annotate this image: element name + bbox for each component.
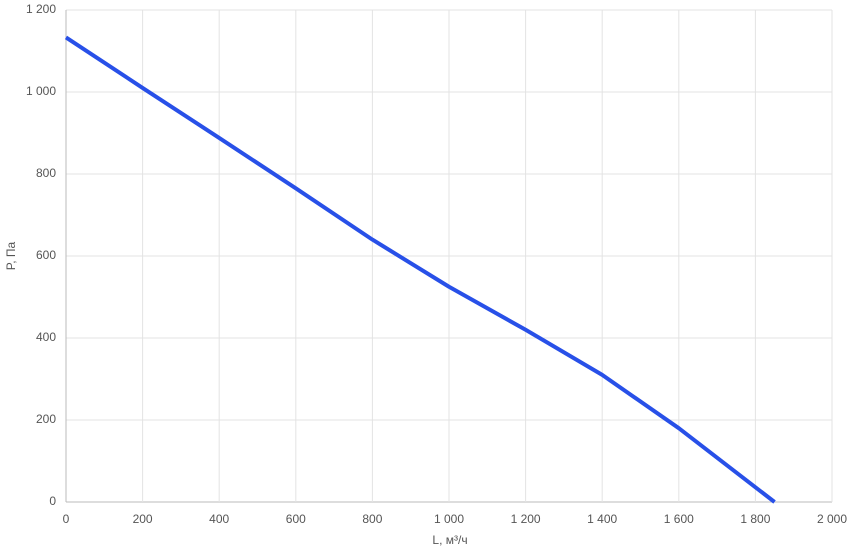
y-tick-label: 1 200 xyxy=(26,2,56,16)
y-tick-label: 1 000 xyxy=(26,84,56,98)
y-tick-label: 600 xyxy=(36,248,56,262)
x-tick-label: 1 400 xyxy=(587,512,617,526)
y-axis-label: P, Па xyxy=(4,241,18,270)
y-tick-label: 800 xyxy=(36,166,56,180)
x-tick-label: 400 xyxy=(209,512,229,526)
x-tick-label: 600 xyxy=(286,512,306,526)
line xyxy=(64,35,776,504)
x-tick-label: 2 000 xyxy=(817,512,847,526)
x-axis-label: L, м³/ч xyxy=(432,533,467,547)
y-tick-label: 200 xyxy=(36,412,56,426)
x-tick-label: 1 600 xyxy=(664,512,694,526)
y-tick-label: 0 xyxy=(49,494,56,508)
x-tick-label: 1 800 xyxy=(740,512,770,526)
x-tick-label: 1 000 xyxy=(434,512,464,526)
x-tick-label: 0 xyxy=(63,512,70,526)
x-tick-label: 1 200 xyxy=(511,512,541,526)
x-tick-label: 800 xyxy=(362,512,382,526)
x-tick-label: 200 xyxy=(133,512,153,526)
y-tick-label: 400 xyxy=(36,330,56,344)
